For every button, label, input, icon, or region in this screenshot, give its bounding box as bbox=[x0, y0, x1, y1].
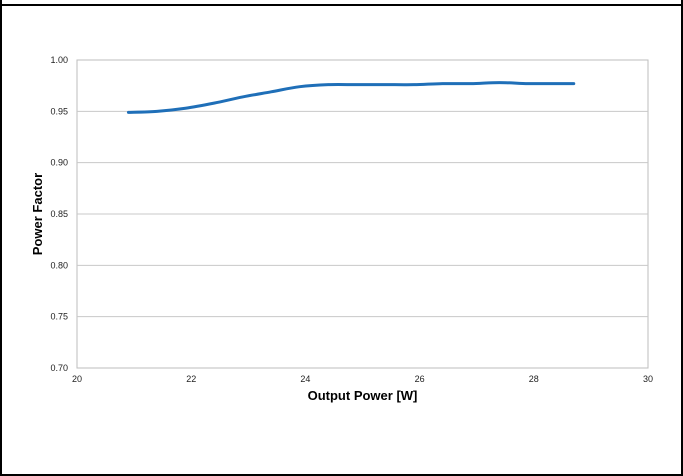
x-tick-label: 26 bbox=[415, 374, 425, 384]
series-line bbox=[126, 81, 576, 114]
x-axis-title: Output Power [W] bbox=[308, 388, 418, 403]
y-tick-label: 0.75 bbox=[50, 312, 68, 322]
y-tick-label: 0.95 bbox=[50, 106, 68, 116]
y-tick-label: 0.85 bbox=[50, 209, 68, 219]
x-tick-label: 30 bbox=[643, 374, 653, 384]
x-tick-label: 20 bbox=[72, 374, 82, 384]
y-tick-label: 0.90 bbox=[50, 158, 68, 168]
y-axis-ticks: 1.00 0.95 0.90 0.85 0.80 0.75 0.70 bbox=[50, 55, 68, 373]
x-axis-ticks: 20 22 24 26 28 30 bbox=[72, 374, 653, 384]
y-tick-label: 0.80 bbox=[50, 260, 68, 270]
y-axis-title: Power Factor bbox=[30, 173, 45, 255]
y-tick-label: 0.70 bbox=[50, 363, 68, 373]
y-tick-label: 1.00 bbox=[50, 55, 68, 65]
x-tick-label: 28 bbox=[529, 374, 539, 384]
x-tick-label: 24 bbox=[300, 374, 310, 384]
top-border bbox=[0, 4, 683, 6]
x-tick-label: 22 bbox=[186, 374, 196, 384]
series-lines bbox=[126, 81, 576, 114]
